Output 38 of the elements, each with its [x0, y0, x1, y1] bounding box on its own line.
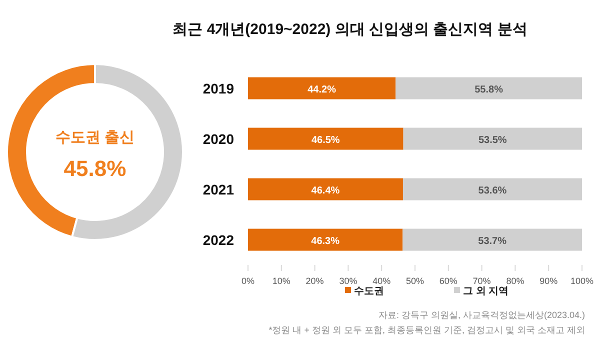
data-label: 53.6%: [478, 185, 507, 196]
legend-label: 그 외 지역: [463, 286, 509, 297]
bar: [248, 228, 403, 251]
y-tick-label: 2020: [202, 130, 234, 147]
data-label: 44.2%: [308, 84, 336, 96]
x-tick-label: 60%: [439, 276, 458, 286]
y-tick-label: 2022: [202, 232, 234, 248]
data-label: 46.4%: [311, 185, 340, 196]
bar: [248, 77, 396, 100]
y-tick-label: 2021: [202, 181, 234, 198]
x-tick-label: 70%: [472, 276, 491, 286]
data-label: 53.7%: [478, 236, 507, 247]
text: *정원 내 + 정원 외 모두 포함, 최종등록인원 기준, 검정고시 및 외국 소재고 제외: [268, 325, 585, 335]
x-tick-label: 20%: [306, 276, 324, 286]
data-label: 46.3%: [311, 236, 340, 247]
x-tick-label: 50%: [406, 276, 424, 286]
x-tick-label: 0%: [241, 276, 255, 286]
chart-title: 최근 4개년(2019~2022) 의대 신입생의 출신지역 분석: [172, 21, 528, 38]
bar: [402, 228, 582, 251]
legend-label: 수도권: [354, 286, 384, 297]
x-tick-label: 10%: [272, 276, 290, 286]
bar: [403, 128, 582, 150]
bar: [402, 178, 582, 200]
data-label: 53.5%: [478, 134, 507, 146]
x-tick-label: 80%: [506, 276, 524, 286]
data-label: 55.8%: [474, 84, 504, 96]
bar: [248, 128, 404, 150]
y-tick-label: 2019: [202, 80, 234, 96]
x-tick-label: 90%: [540, 276, 558, 286]
x-tick-label: 100%: [570, 276, 594, 286]
data-label: 45.8%: [64, 156, 126, 181]
bar: [396, 77, 582, 100]
bar: [248, 178, 403, 200]
text: 자료: 강득구 의원실, 사교육걱정없는세상(2023.04.): [378, 310, 585, 320]
data-label: 46.5%: [311, 134, 340, 146]
slice-label: 수도권 출신: [55, 129, 135, 146]
x-tick-label: 40%: [372, 276, 391, 286]
x-tick-label: 30%: [339, 276, 358, 286]
